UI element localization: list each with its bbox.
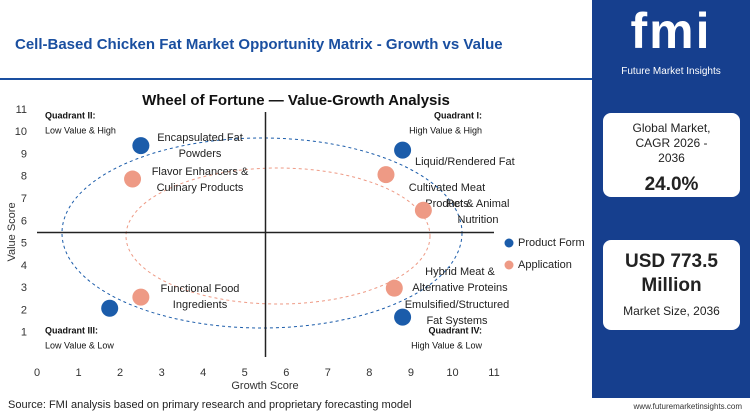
quadrant-title: Quadrant III: [45,325,98,335]
x-tick-label: 3 [159,367,165,379]
y-tick-label: 7 [21,193,27,205]
y-tick-label: 3 [21,282,27,294]
legend-swatch [504,238,514,248]
card-value: 24.0% [644,174,699,195]
chart-title: Wheel of Fortune — Value-Growth Analysis [142,92,450,109]
brand: Future Market Insights [621,66,721,77]
quadrant-title: Quadrant II: [45,110,96,120]
point [132,288,150,306]
quadrant-subtitle: Low Value & High [45,125,116,135]
legend-label: Product Form [518,237,585,249]
quadrant-subtitle: High Value & High [409,125,482,135]
card-value: USD 773.5 Million [625,251,718,296]
legend-label: Application [518,259,572,271]
source-note: Source: FMI analysis based on primary re… [8,399,412,411]
legend-swatch [504,260,514,270]
x-tick-label: 11 [488,367,499,379]
inner-ring [125,167,431,305]
point [394,141,412,159]
quadrant-title: Quadrant IV: [428,325,482,335]
y-tick-label: 2 [21,304,27,316]
chart: Cell-Based Chicken Fat Market Opportunit… [0,36,592,411]
x-tick-label: 2 [117,367,123,379]
quadrant-title: Quadrant I: [434,110,482,120]
point-label: Hybrid Meat & Alternative Proteins [412,266,508,294]
site-url: www.futuremarketinsights.com [633,402,742,411]
x-tick-label: 1 [75,367,81,379]
point-label: Cultivated Meat Products [409,182,485,210]
x-tick-label: 9 [408,367,414,379]
y-tick-label: 4 [21,260,27,272]
x-tick-label: 4 [200,367,206,379]
quadrant-subtitle: Low Value & Low [45,340,114,350]
card-label: Global Market, CAGR 2026 - 2036 [632,121,711,165]
point [124,170,142,188]
x-tick-label: 0 [34,367,40,379]
point [385,279,403,297]
logo: fmi [630,3,712,59]
y-tick-label: 11 [16,104,27,116]
sidebar: fmi Future Market Insights Global Market… [592,0,750,398]
point-label: Emulsified/Structured Fat Systems [405,299,510,327]
page-title: Cell-Based Chicken Fat Market Opportunit… [15,36,503,53]
point-label: Pet & Animal Nutrition [447,198,510,226]
cagr-card: Global Market, CAGR 2026 - 2036 24.0% [603,113,740,197]
x-tick-label: 5 [242,367,248,379]
point [101,299,119,317]
x-tick-label: 8 [366,367,372,379]
size-card: USD 773.5 Million Market Size, 2036 [603,240,740,330]
point-label: Liquid/Rendered Fat [415,156,515,168]
y-tick-label: 10 [15,126,27,138]
point [414,201,432,219]
point-label: Flavor Enhancers & Culinary Products [152,166,249,194]
x-tick-label: 10 [446,367,458,379]
y-tick-label: 9 [21,148,27,160]
card-label: Market Size, 2036 [623,304,720,318]
y-tick-label: 5 [21,238,27,250]
point-label: Encapsulated Fat Powders [157,132,243,160]
y-tick-label: 8 [21,171,27,183]
x-axis-label: Growth Score [231,380,298,392]
point-label: Functional Food Ingredients [161,283,240,311]
point [377,166,395,184]
y-axis-label: Value Score [6,202,18,261]
point [394,308,412,326]
point [132,137,150,155]
y-tick-label: 1 [21,327,27,339]
y-tick-label: 6 [21,215,27,227]
x-tick-label: 7 [325,367,331,379]
x-tick-label: 6 [283,367,289,379]
quadrant-subtitle: High Value & Low [411,340,482,350]
